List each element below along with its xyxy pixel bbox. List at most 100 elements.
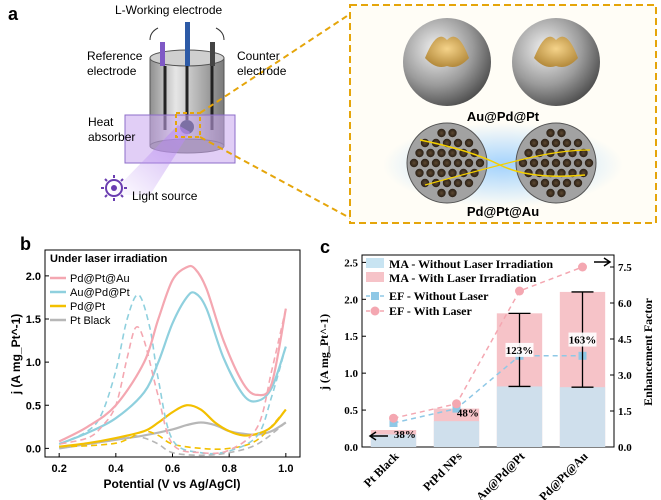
- y-tick-left-label: 1.0: [344, 368, 358, 380]
- legend-label-pt-black: Pt Black: [70, 315, 111, 327]
- legend-swatch-ma-without: [366, 258, 384, 268]
- pd-pt-au-label: Pd@Pt@Au: [467, 204, 539, 219]
- x-tick-label: 0.4: [108, 463, 124, 475]
- heat-absorber-label-line2: absorber: [88, 130, 135, 144]
- pore: [426, 148, 435, 158]
- pore: [562, 158, 572, 168]
- panel-c-ticks: 0.0 0.5 1.0 1.5 2.0 2.5 0.0 1.5 3.0 4.5 6.0 7.5: [344, 257, 632, 454]
- panel-c-ef-lines: [389, 262, 587, 427]
- category-label: Pt Black: [361, 449, 402, 490]
- working-electrode-label: L-Working electrode: [115, 3, 222, 17]
- y-tick-right-label: 4.5: [618, 334, 632, 346]
- legend-swatch-ma-with: [366, 272, 384, 282]
- pore: [442, 158, 452, 168]
- legend-label-ma-with: MA - With Laser Irradiation: [389, 271, 537, 285]
- annotation-percent: 123%: [506, 345, 534, 357]
- category-label: PtPd NPs: [420, 449, 465, 494]
- pore: [524, 168, 533, 178]
- pore: [442, 178, 452, 188]
- pore: [426, 168, 435, 178]
- pd-pt-au-particles: [383, 122, 623, 207]
- pore: [540, 158, 550, 168]
- x-tick-label: 0.2: [52, 463, 67, 475]
- pore: [448, 148, 457, 158]
- y-tick-label: 1.0: [26, 357, 41, 369]
- legend-label-ef-without: EF - Without Laser: [389, 289, 489, 303]
- panel-c-category-labels: Pt Black PtPd NPs Au@Pd@Pt Pd@Pt@Au: [361, 449, 591, 500]
- pore: [437, 148, 446, 158]
- pore: [562, 178, 572, 188]
- x-tick-label: 0.8: [222, 463, 237, 475]
- x-tick-label: 0.6: [165, 463, 180, 475]
- x-tick-label: 1.0: [278, 463, 293, 475]
- energy-streak: [424, 149, 591, 186]
- panel-c-legend: MA - Without Laser Irradiation MA - With…: [366, 257, 553, 318]
- y-tick-left-label: 2.5: [344, 257, 358, 269]
- right-axis-arrow: [594, 257, 612, 267]
- pore: [584, 158, 594, 168]
- left-axis-arrow: [368, 431, 388, 441]
- pore: [431, 158, 441, 168]
- cv-reverse-au-pd-pt: [58, 294, 287, 455]
- cv-reverse-pd-pt: [59, 409, 287, 450]
- pore: [573, 138, 583, 148]
- legend-label-pd-pt: Pd@Pt: [70, 301, 105, 313]
- panel-b-xlabel: Potential (V vs Ag/AgCl): [104, 477, 241, 491]
- pore: [448, 188, 457, 198]
- pore: [464, 178, 474, 188]
- y-tick-left-label: 0.0: [344, 442, 358, 454]
- counter-label-line2: electrode: [237, 64, 287, 78]
- pore: [420, 158, 430, 168]
- pore: [557, 128, 566, 138]
- legend-marker-ef-without: [371, 292, 379, 300]
- panel-c-ylabel-left: j (A mg_Pt^-1): [317, 314, 331, 391]
- pore: [524, 148, 533, 158]
- panel-b-label: b: [20, 234, 31, 254]
- y-tick-right-label: 3.0: [618, 370, 632, 382]
- panel-b-ylabel: j (A mg_Pt^-1): [9, 314, 23, 396]
- panel-c-plot-frame: [361, 254, 615, 448]
- pore: [453, 138, 463, 148]
- au-core-left: [425, 36, 469, 67]
- bar-without-laser-pt-black: [370, 434, 417, 447]
- panel-b-ticks: 0.2 0.4 0.6 0.8 1.0 0.0 0.5 1.0 1.5 2.0: [26, 271, 294, 475]
- counter-electrode-rod: [210, 42, 215, 66]
- pore: [551, 178, 561, 188]
- annotation-percent: 163%: [569, 335, 597, 347]
- heat-absorber-label-line1: Heat: [88, 115, 114, 129]
- pore: [551, 158, 561, 168]
- panel-c-ylabel-right: Enhancement Factor: [641, 298, 655, 406]
- annotation-percent: 38%: [394, 429, 416, 441]
- au-pd-pt-label: Au@Pd@Pt: [467, 109, 540, 124]
- y-tick-label: 2.0: [26, 271, 41, 283]
- ef-point-ef-without-laser: [452, 404, 461, 413]
- pore: [448, 128, 457, 138]
- category-label: Pd@Pt@Au: [536, 449, 591, 500]
- ef-point-ef-with-laser: [515, 286, 524, 296]
- pore: [453, 158, 463, 168]
- legend-label-au-pd-pt: Au@Pd@Pt: [70, 287, 130, 299]
- au-core-right: [534, 36, 578, 67]
- annotation-percent: 48%: [457, 408, 479, 420]
- ef-line-ef-with-laser: [393, 266, 583, 419]
- pore: [453, 178, 463, 188]
- pore: [573, 178, 583, 188]
- counter-lead: [215, 27, 225, 41]
- pore: [475, 158, 485, 168]
- panel-b-note: Under laser irradiation: [50, 253, 168, 265]
- cv-forward-pd-pt: [59, 404, 287, 448]
- category-label: Au@Pd@Pt: [473, 449, 527, 500]
- panel-a: a: [8, 3, 657, 224]
- pore: [415, 168, 424, 178]
- panel-c-label: c: [320, 237, 330, 257]
- pore: [437, 168, 446, 178]
- pore: [573, 158, 583, 168]
- pore: [529, 158, 539, 168]
- pore: [448, 168, 457, 178]
- annotation-bg: [568, 332, 597, 347]
- cv-forward-pd-pt-au: [58, 264, 287, 443]
- zoom-line-bottom: [199, 136, 351, 219]
- y-tick-label: 0.5: [26, 400, 41, 412]
- legend-marker-ef-with: [370, 306, 380, 316]
- panel-b: b Under laser irradiation 0.2 0.4 0.6 0.8 1.…: [9, 234, 301, 491]
